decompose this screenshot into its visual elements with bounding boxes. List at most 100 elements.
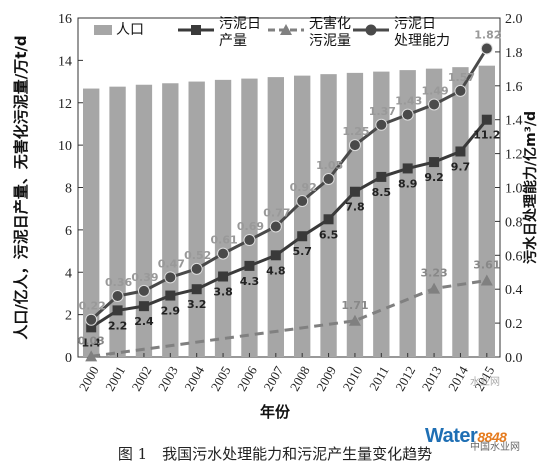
- sludge-production-label: 7.8: [345, 201, 365, 214]
- population-bar: [425, 68, 443, 357]
- sludge-production-label: 9.7: [451, 160, 471, 173]
- treatment-capacity-label: 1.49: [421, 84, 448, 97]
- x-tick-label: 2001: [102, 364, 128, 394]
- treatment-capacity-label: 0.77: [263, 206, 290, 219]
- sludge-production-point: [376, 171, 387, 182]
- sludge-production-label: 2.9: [161, 305, 181, 318]
- sludge-production-point: [191, 284, 202, 295]
- treatment-capacity-point: [428, 98, 441, 111]
- sludge-production-label: 5.7: [292, 245, 312, 258]
- y-right-tick-label: 0.0: [505, 351, 523, 366]
- treatment-capacity-point: [243, 234, 256, 247]
- x-tick-label: 2003: [155, 364, 181, 394]
- y-right-tick-label: 1.0: [505, 182, 523, 197]
- treatment-capacity-label: 0.92: [290, 181, 317, 194]
- treatment-capacity-point: [348, 139, 361, 152]
- sludge-production-label: 4.3: [240, 275, 260, 288]
- y-right-tick-label: 1.2: [505, 148, 523, 163]
- population-bar: [294, 75, 311, 357]
- y-right-tick-label: 2.0: [505, 12, 523, 27]
- sludge-production-label: 3.2: [187, 298, 207, 311]
- y-left-tick-label: 6: [65, 224, 72, 239]
- treatment-capacity-label: 0.61: [210, 234, 237, 247]
- treatment-capacity-point: [190, 262, 203, 275]
- treatment-capacity-point: [164, 271, 177, 284]
- y-right-tick-label: 0.6: [505, 249, 523, 264]
- sludge-production-point: [402, 163, 413, 174]
- treatment-capacity-point: [322, 173, 335, 186]
- x-tick-label: 2012: [392, 364, 418, 394]
- treatment-capacity-point: [296, 195, 309, 208]
- harmless-sludge-label: 3.23: [420, 267, 447, 280]
- harmless-sludge-line: [90, 279, 488, 358]
- y-right-tick-label: 0.8: [505, 215, 523, 230]
- population-bar: [162, 83, 179, 357]
- treatment-capacity-label: 1.05: [316, 159, 343, 172]
- legend-label-treatment-capacity-2: 处理能力: [394, 33, 450, 49]
- harmless-sludge-label: 0.03: [78, 334, 105, 347]
- y-right-axis-title: 污水日处理能力/亿m³/d: [522, 111, 539, 264]
- sludge-production-point: [244, 260, 255, 271]
- y-left-tick-label: 12: [58, 97, 72, 112]
- watermark-logo: Water8848: [425, 425, 507, 448]
- x-tick-label: 2009: [313, 364, 339, 394]
- y-right-tick-label: 0.2: [505, 317, 523, 332]
- treatment-capacity-label: 1.25: [342, 125, 369, 138]
- harmless-sludge-point: [480, 274, 493, 286]
- treatment-capacity-point: [111, 289, 124, 302]
- legend-label-population: 人口: [116, 22, 144, 38]
- population-bar: [346, 72, 364, 358]
- treatment-capacity-line: [90, 47, 489, 321]
- y-right-tick-label: 1.8: [505, 46, 523, 61]
- y-right-tick-label: 1.6: [505, 80, 523, 95]
- population-bar: [109, 86, 126, 358]
- legend-label-sludge-production-2: 产量: [219, 33, 247, 49]
- population-bar: [241, 78, 258, 357]
- sludge-production-point: [218, 271, 229, 282]
- treatment-capacity-label: 0.22: [79, 300, 106, 313]
- figure-caption: 图 1 我国污水处理能力和污泥产生量变化趋势: [117, 445, 433, 463]
- population-bar: [399, 70, 416, 357]
- legend-label-treatment-capacity-1: 污泥日: [394, 16, 436, 32]
- x-axis-title: 年份: [260, 403, 291, 421]
- sludge-production-point: [349, 186, 360, 197]
- legend-marker-treatment-capacity: [365, 24, 377, 36]
- y-left-tick-label: 14: [58, 54, 72, 69]
- x-tick-label: 2004: [181, 363, 207, 393]
- sludge-production-label: 6.5: [319, 228, 339, 241]
- legend-swatch-population: [94, 25, 112, 35]
- treatment-capacity-label: 0.39: [131, 271, 158, 284]
- sludge-production-point: [323, 214, 334, 225]
- population-bar: [452, 67, 469, 357]
- treatment-capacity-point: [85, 313, 98, 326]
- sludge-production-point: [297, 231, 308, 242]
- treatment-capacity-label: 1.57: [448, 71, 475, 84]
- x-tick-label: 2000: [76, 364, 102, 394]
- watermark-subtitle: 中国水业网: [470, 442, 520, 453]
- sludge-production-label: 4.8: [266, 264, 286, 277]
- sludge-production-line: [90, 118, 488, 329]
- sludge-production-label: 1.4: [81, 336, 101, 349]
- y-left-axis-title: 人口/亿人，污泥日产量、无害化污泥量/万t/d: [12, 35, 30, 339]
- y-left-tick-label: 8: [65, 182, 72, 197]
- x-tick-label: 2008: [287, 364, 313, 394]
- treatment-capacity-point: [137, 284, 150, 297]
- watermark-brand: Water: [425, 425, 478, 447]
- treatment-capacity-point: [375, 118, 388, 131]
- treatment-capacity-point: [401, 108, 414, 121]
- sludge-production-label: 2.4: [134, 315, 154, 328]
- treatment-capacity-label: 0.36: [105, 276, 132, 289]
- population-bar: [478, 65, 495, 357]
- y-right-tick-label: 0.4: [505, 283, 523, 298]
- treatment-capacity-label: 0.47: [158, 257, 185, 270]
- harmless-sludge-label: 1.71: [341, 299, 368, 312]
- sludge-production-label: 3.8: [213, 285, 233, 298]
- sludge-production-point: [165, 290, 176, 301]
- watermark-number: 8848: [477, 429, 507, 445]
- sludge-production-label: 2.2: [108, 319, 128, 332]
- y-right-tick-label: 1.4: [505, 114, 523, 129]
- x-tick-label: 2005: [208, 364, 234, 394]
- x-tick-label: 2011: [366, 364, 392, 394]
- population-bar: [373, 71, 390, 358]
- chart: 0 2 4 6 8 10 12 14 16 0.0 0.2 0.4 0.6 0.8 1.0 1.2 1.4 1.6…: [12, 12, 539, 421]
